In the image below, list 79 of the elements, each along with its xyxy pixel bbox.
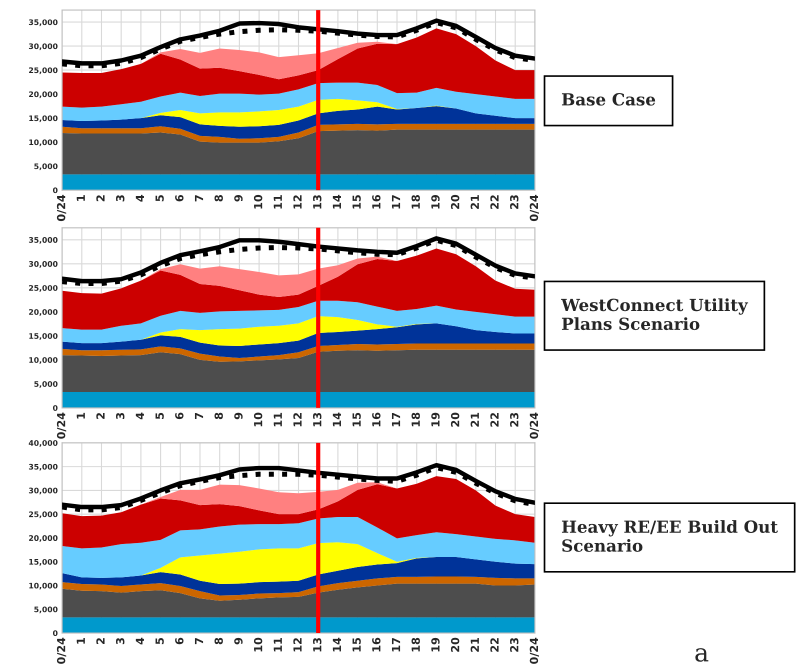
x-tick-label: 22 (490, 638, 499, 652)
x-tick-label: 3 (116, 638, 124, 644)
x-tick-label: 0/24 (56, 412, 66, 439)
x-tick-label: 2 (96, 413, 105, 419)
x-tick-label: 8 (214, 412, 223, 420)
x-tick-label: 16 (372, 412, 381, 426)
x-tick-label: 19 (431, 412, 440, 426)
x-tick-label: 1 (76, 195, 85, 201)
x-tick-label: 10 (254, 194, 262, 209)
x-tick-label: 3 (116, 195, 124, 202)
text: Base Case (562, 93, 656, 106)
x-tick-label: 1 (76, 638, 85, 644)
x-tick-label: 11 (274, 195, 282, 209)
x-tick-label: 18 (412, 412, 420, 426)
x-tick-label: 14 (332, 638, 341, 652)
x-tick-label: 2 (96, 638, 105, 644)
x-tick-label: 1 (76, 412, 85, 419)
x-tick-label: 9 (234, 412, 243, 420)
x-tick-label: 17 (392, 638, 400, 652)
x-tick-label: 9 (234, 638, 243, 644)
x-tick-label: 7 (194, 412, 204, 420)
text: a (695, 648, 708, 662)
x-tick-label: 14 (332, 412, 341, 426)
x-tick-label: 6 (175, 638, 184, 644)
x-tick-label: 14 (332, 194, 341, 209)
x-tick-label: 13 (313, 195, 322, 209)
text: WestConnect Utility Plans Scenario (561, 298, 748, 330)
x-tick-label: 13 (313, 412, 322, 426)
x-tick-label: 12 (293, 413, 302, 426)
x-tick-label: 5 (156, 412, 164, 419)
x-tick-label: 18 (412, 638, 420, 652)
x-tick-label: 10 (254, 412, 262, 426)
x-tick-label: 19 (431, 195, 440, 209)
x-tick-label: 16 (372, 638, 381, 652)
x-tick-label: 13 (313, 638, 322, 652)
x-tick-label: 20 (450, 638, 460, 652)
x-tick-label: 7 (194, 195, 204, 202)
x-tick-label: 11 (274, 638, 282, 652)
x-tick-label: 15 (352, 412, 361, 426)
text: Heavy RE/EE Build Out Scenario (562, 520, 778, 552)
x-tick-label: 6 (175, 194, 184, 202)
x-tick-label: 22 (490, 413, 499, 427)
x-tick-label: 16 (372, 194, 381, 209)
x-tick-label: 22 (490, 195, 499, 209)
x-tick-label: 5 (156, 195, 164, 202)
x-tick-label: 0/24 (56, 194, 66, 222)
x-tick-label: 21 (470, 638, 479, 652)
x-tick-label: 12 (293, 638, 302, 652)
x-tick-label: 0/24 (56, 638, 66, 664)
x-tick-label: 8 (214, 638, 223, 644)
x-tick-label: 11 (274, 412, 282, 426)
x-tick-label: 4 (136, 412, 144, 420)
x-tick-label: 19 (431, 638, 440, 652)
x-tick-label: 3 (116, 412, 124, 420)
x-tick-label: 17 (392, 412, 400, 426)
x-tick-label: 0/24 (530, 638, 540, 664)
x-tick-label: 17 (392, 195, 400, 209)
x-tick-label: 20 (450, 412, 460, 427)
x-tick-label: 15 (352, 638, 361, 652)
x-tick-label: 4 (136, 194, 144, 202)
x-tick-label: 21 (470, 412, 479, 427)
x-tick-label: 10 (254, 638, 262, 652)
x-tick-label: 23 (510, 195, 518, 209)
x-tick-label: 23 (510, 638, 518, 652)
x-tick-label: 8 (214, 195, 223, 202)
x-tick-label: 7 (194, 638, 204, 644)
x-tick-label: 15 (352, 195, 361, 209)
x-tick-label: 20 (450, 194, 460, 209)
x-tick-label: 21 (470, 195, 479, 209)
x-tick-label: 2 (96, 195, 105, 202)
x-tick-label: 0/24 (530, 412, 540, 439)
x-tick-label: 23 (510, 412, 518, 427)
x-tick-label: 0/24 (530, 194, 540, 222)
x-tick-label: 12 (293, 195, 302, 209)
x-tick-label: 5 (156, 638, 164, 644)
x-tick-label: 6 (175, 412, 184, 420)
x-tick-label: 18 (412, 195, 420, 209)
x-tick-label: 4 (136, 638, 144, 644)
x-tick-label: 9 (234, 195, 243, 202)
